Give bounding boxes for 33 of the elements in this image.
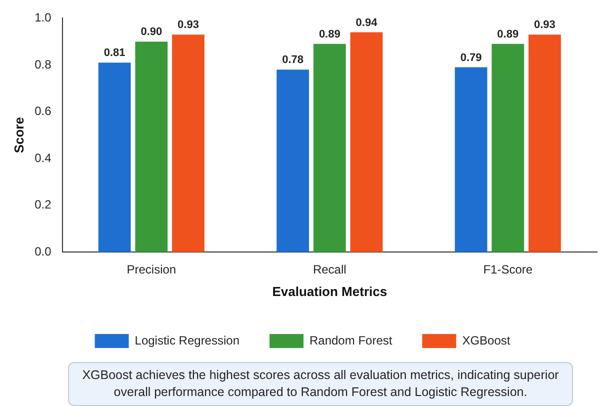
x-tick-label: Recall [312, 262, 346, 277]
data-label: 0.89 [318, 28, 340, 40]
bar [135, 42, 168, 252]
data-label: 0.79 [460, 52, 482, 64]
x-tick-label: F1-Score [483, 262, 533, 277]
y-tick-label: 0.8 [34, 57, 52, 72]
bar [528, 34, 561, 252]
data-label: 0.93 [178, 19, 199, 32]
bar [350, 32, 383, 252]
bar [492, 44, 524, 252]
bar [313, 44, 346, 252]
bar [98, 62, 131, 252]
x-tick-label: Precision [126, 262, 176, 277]
bar [172, 34, 204, 252]
bar [454, 67, 488, 252]
text: XGBoost achieves the highest scores across all evaluation metrics, indicating superior overall performance compared to Random Forest and Logistic Regression. [68, 362, 573, 406]
legend-label: Random Forest [310, 333, 393, 348]
data-label: 0.89 [497, 28, 519, 40]
legend-label: XGBoost [462, 333, 511, 348]
y-tick-label: 0.6 [34, 104, 52, 118]
data-label: 0.94 [356, 16, 378, 29]
data-label: 0.78 [282, 54, 304, 66]
y-tick-label: 0.4 [34, 150, 52, 165]
y-axis-title: Score [11, 117, 26, 154]
x-axis-title: Evaluation Metrics [272, 284, 388, 299]
y-tick-label: 0.0 [34, 244, 52, 258]
bar [276, 70, 310, 252]
data-label: 0.90 [140, 26, 162, 38]
data-label: 0.93 [534, 19, 556, 32]
y-tick-label: 0.2 [34, 198, 52, 212]
y-tick-label: 1.0 [34, 10, 52, 25]
legend-label: Logistic Regression [134, 333, 240, 348]
data-label: 0.81 [104, 47, 126, 60]
